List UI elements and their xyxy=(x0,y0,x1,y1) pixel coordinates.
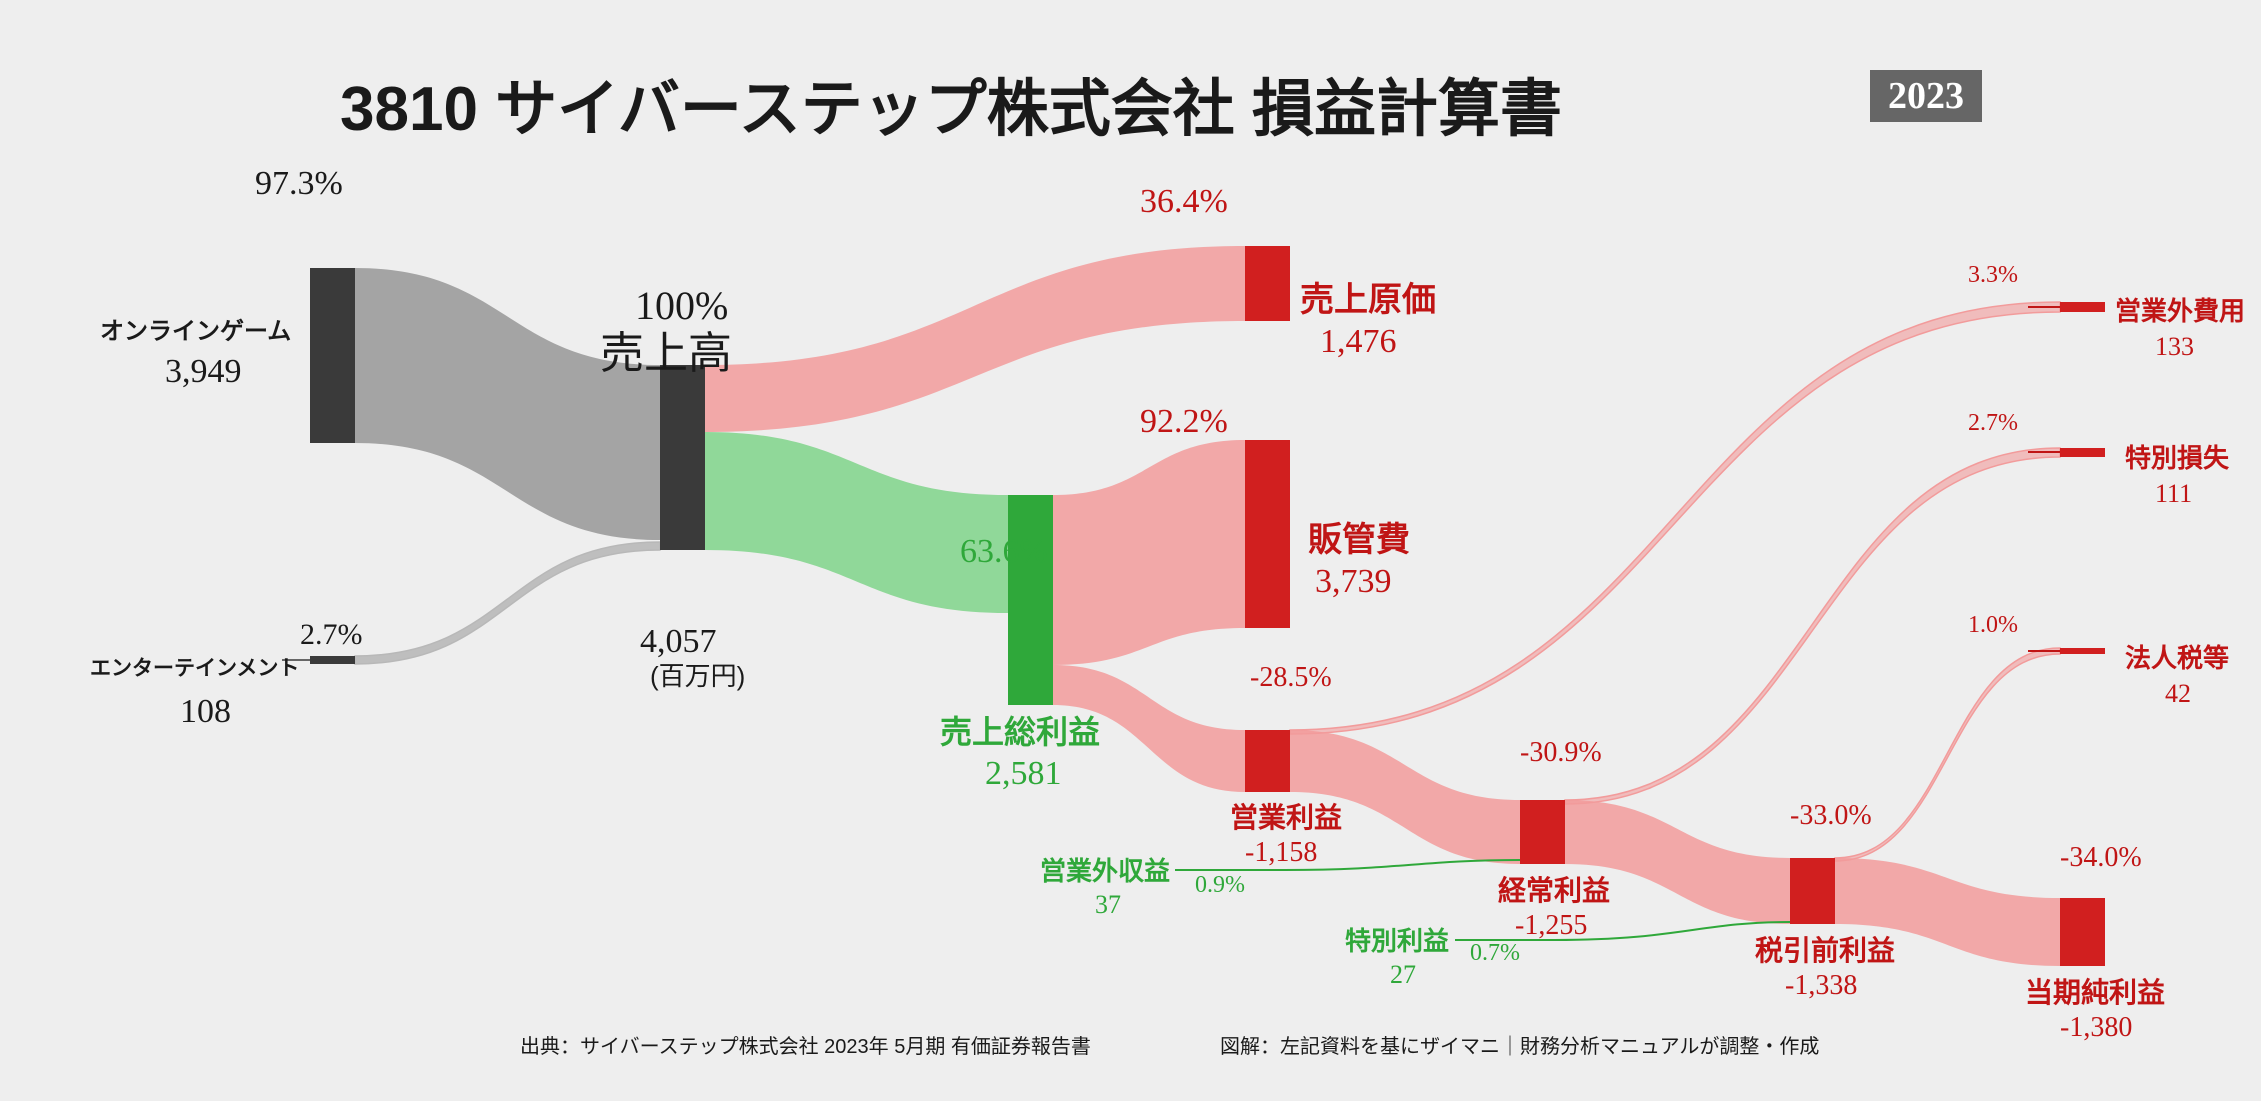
label-ord_val: -1,255 xyxy=(1515,908,1587,944)
label-extra_inc_pct: 0.7% xyxy=(1470,938,1520,969)
label-tax_name: 法人税等 xyxy=(2125,642,2229,676)
label-gp_val: 2,581 xyxy=(985,752,1062,796)
line-nonop-inc-curve xyxy=(1285,860,1520,870)
label-net_pct: -34.0% xyxy=(2060,840,2142,876)
label-extra_inc_name: 特別利益 xyxy=(1345,925,1449,959)
label-net_name: 当期純利益 xyxy=(2025,975,2165,1011)
label-sga_pct: 92.2% xyxy=(1140,400,1228,444)
node-online_game xyxy=(310,268,355,443)
label-rev_name: 売上高 xyxy=(600,325,732,382)
label-sga_val: 3,739 xyxy=(1315,560,1392,604)
label-nonop_inc_name: 営業外収益 xyxy=(1040,855,1170,889)
flow-op-to-ord xyxy=(1290,730,1520,864)
label-net_val: -1,380 xyxy=(2060,1010,2132,1046)
node-entertainment xyxy=(310,656,355,664)
label-nonop_exp_pct: 3.3% xyxy=(1968,260,2018,291)
label-tax_val: 42 xyxy=(2165,677,2191,711)
label-sga_name: 販管費 xyxy=(1308,518,1410,562)
label-gp_name: 売上総利益 xyxy=(940,712,1100,754)
label-ord_name: 経常利益 xyxy=(1498,873,1610,909)
flow-rev-to-gp xyxy=(705,432,1008,613)
label-online_game_name: オンラインゲーム xyxy=(100,316,291,347)
label-rev_val: 4,057 xyxy=(640,620,717,664)
year-badge: 2023 xyxy=(1870,70,1982,122)
label-online_game_pct: 97.3% xyxy=(255,162,343,206)
node-extra_loss xyxy=(2060,448,2105,457)
node-op_income xyxy=(1245,730,1290,792)
label-gp_pct: 63.6% xyxy=(960,530,1048,574)
flow-online-to-rev xyxy=(355,268,660,540)
label-nonop_inc_pct: 0.9% xyxy=(1195,870,1245,901)
label-pretax_pct: -33.0% xyxy=(1790,798,1872,834)
label-cogs_val: 1,476 xyxy=(1320,320,1397,364)
node-tax xyxy=(2060,648,2105,654)
label-extra_inc_val: 27 xyxy=(1390,958,1416,992)
label-tax_pct: 1.0% xyxy=(1968,610,2018,641)
footer-credit: 図解：左記資料を基にザイマニ｜財務分析マニュアルが調整・作成 xyxy=(1220,1030,1819,1059)
label-op_name: 営業利益 xyxy=(1230,800,1342,836)
label-online_game_val: 3,949 xyxy=(165,350,242,394)
label-ent_val: 108 xyxy=(180,690,231,734)
node-sga xyxy=(1245,440,1290,628)
label-extra_loss_pct: 2.7% xyxy=(1968,408,2018,439)
label-ent_pct: 2.7% xyxy=(300,615,363,654)
label-pretax_val: -1,338 xyxy=(1785,968,1857,1004)
label-rev_unit: (百万円) xyxy=(650,660,745,694)
chart-title: 3810 サイバーステップ株式会社 損益計算書 xyxy=(340,58,1562,148)
node-pretax xyxy=(1790,858,1835,924)
node-net_income xyxy=(2060,898,2105,966)
label-nonop_exp_val: 133 xyxy=(2155,330,2194,364)
flow-gp-to-sga xyxy=(1053,440,1245,665)
label-op_pct: -28.5% xyxy=(1250,660,1332,696)
node-ord_income xyxy=(1520,800,1565,864)
node-cogs xyxy=(1245,246,1290,321)
label-ord_pct: -30.9% xyxy=(1520,735,1602,771)
label-pretax_name: 税引前利益 xyxy=(1755,933,1895,969)
label-op_val: -1,158 xyxy=(1245,835,1317,871)
label-nonop_exp_name: 営業外費用 xyxy=(2115,295,2245,329)
node-revenue xyxy=(660,365,705,550)
label-nonop_inc_val: 37 xyxy=(1095,888,1121,922)
label-cogs_pct: 36.4% xyxy=(1140,180,1228,224)
footer-source: 出典：サイバーステップ株式会社 2023年 5月期 有価証券報告書 xyxy=(520,1030,1091,1059)
label-extra_loss_name: 特別損失 xyxy=(2125,442,2229,476)
label-ent_name: エンターテインメント xyxy=(90,655,299,682)
label-cogs_name: 売上原価 xyxy=(1300,278,1436,322)
label-extra_loss_val: 111 xyxy=(2155,477,2192,511)
node-nonop_exp xyxy=(2060,302,2105,312)
flow-ent-to-rev xyxy=(355,542,660,664)
node-gross_profit xyxy=(1008,495,1053,705)
